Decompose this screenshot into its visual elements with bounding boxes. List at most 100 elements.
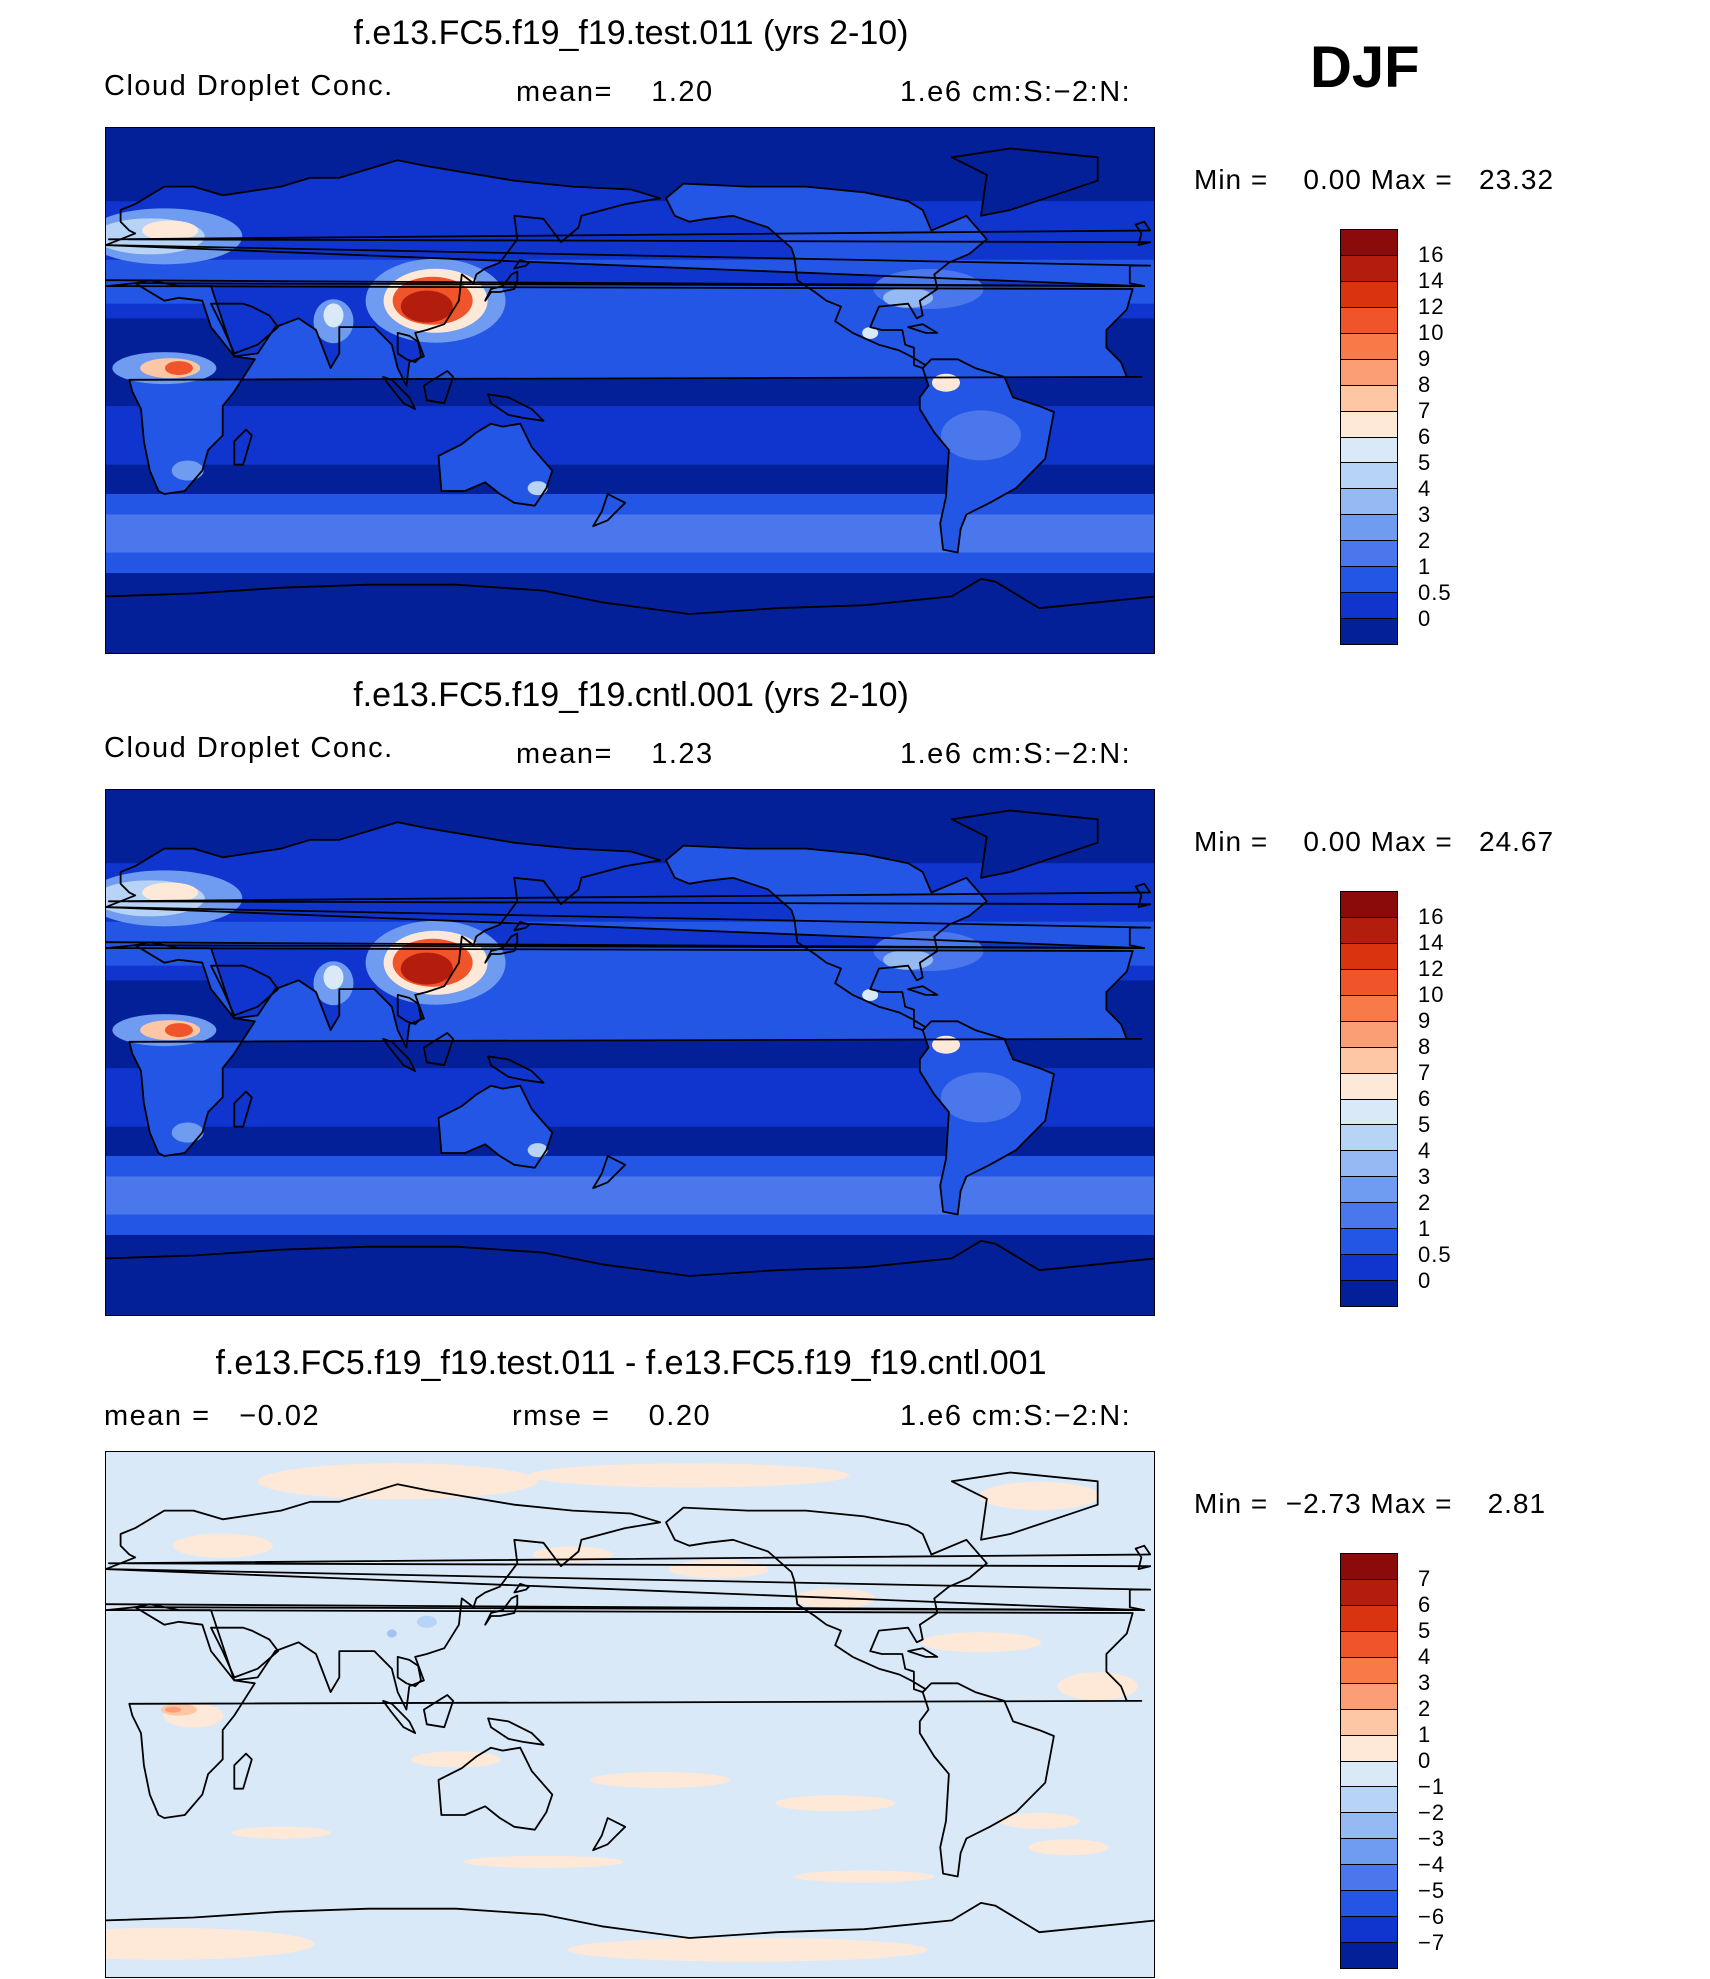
field-contour — [400, 952, 453, 985]
colorbar-swatch — [1341, 1657, 1397, 1684]
colorbar-swatch — [1341, 1229, 1397, 1256]
colorbar-tick-label: −1 — [1418, 1774, 1446, 1799]
field-contour — [527, 481, 548, 496]
colorbar-swatch — [1341, 969, 1397, 996]
panel-1-colorbar — [1340, 229, 1398, 645]
field-contour — [171, 1122, 204, 1143]
field-contour — [400, 290, 453, 323]
field-contour — [775, 1795, 896, 1812]
field-contour — [231, 1826, 331, 1839]
field-contour — [921, 1632, 1041, 1653]
coast-madagascar — [233, 1752, 253, 1790]
field-contour — [171, 460, 204, 481]
coast-africa — [106, 282, 1143, 495]
colorbar-tick-label: 10 — [1418, 982, 1445, 1007]
colorbar-tick-label: 2 — [1418, 528, 1432, 553]
panel-1-title: f.e13.FC5.f19_f19.test.011 (yrs 2-10) — [353, 14, 909, 52]
coast-uk — [108, 220, 1152, 246]
colorbar-tick-label: 7 — [1418, 1566, 1432, 1591]
colorbar-tick-label: −2 — [1418, 1800, 1446, 1825]
land-fill-australia — [438, 423, 553, 506]
land-fill-greenland — [951, 810, 1098, 878]
panel-2-variable: Cloud Droplet Conc. — [104, 732, 394, 764]
colorbar-swatch — [1341, 411, 1397, 438]
field-contour — [106, 1927, 315, 1960]
land-fill-australia — [438, 1085, 553, 1168]
coast-europeEdge — [106, 906, 1152, 950]
coast-europeEdge — [106, 244, 1152, 288]
field-contour — [527, 1143, 548, 1158]
coast-africa — [106, 944, 1143, 1157]
colorbar-swatch — [1341, 515, 1397, 542]
colorbar-swatch — [1341, 1865, 1397, 1892]
field-contour — [590, 1771, 731, 1788]
panel-3-minmax: Min = −2.73 Max = 2.81 — [1194, 1488, 1547, 1519]
colorbar-swatch — [1341, 333, 1397, 360]
colorbar-swatch — [1341, 593, 1397, 620]
coast-greenland — [950, 1471, 1099, 1541]
field-contour — [323, 303, 344, 328]
field-contour — [932, 1035, 960, 1054]
coast-japan — [484, 1594, 519, 1626]
colorbar-tick-label: 3 — [1418, 502, 1432, 527]
land-fill-eurasia — [106, 822, 1142, 1048]
coast-japan — [484, 932, 519, 964]
panel-2-units: 1.e6 cm:S:−2:N: — [900, 738, 1132, 770]
field-contour — [323, 965, 344, 990]
field-band — [106, 514, 1154, 553]
colorbar-tick-label: 14 — [1418, 268, 1445, 293]
land-fill-africa — [106, 945, 1142, 1156]
colorbar-swatch — [1341, 1683, 1397, 1710]
coast-australia — [437, 422, 554, 507]
colorbar-tick-label: 6 — [1418, 1086, 1432, 1111]
colorbar-tick-label: 0 — [1418, 606, 1432, 631]
colorbar-tick-label: 4 — [1418, 1644, 1432, 1669]
colorbar-tick-label: 12 — [1418, 294, 1445, 319]
field-contour — [794, 1870, 935, 1883]
colorbar-swatch — [1341, 1787, 1397, 1814]
coast-antarctica — [106, 1239, 1154, 1277]
colorbar-tick-label: 1 — [1418, 1216, 1432, 1241]
coast-borneo — [422, 1032, 455, 1067]
colorbar-swatch — [1341, 1891, 1397, 1918]
coast-newguinea — [487, 393, 545, 422]
colorbar-tick-label: 9 — [1418, 1008, 1432, 1033]
colorbar-swatch — [1341, 1151, 1397, 1178]
colorbar-swatch — [1341, 1554, 1397, 1580]
colorbar-tick-label: 7 — [1418, 1060, 1432, 1085]
colorbar-tick-label: 1 — [1418, 1722, 1432, 1747]
coast-eurasia — [106, 1483, 1143, 1711]
colorbar-swatch — [1341, 1761, 1397, 1788]
colorbar-tick-label: 6 — [1418, 424, 1432, 449]
colorbar-tick-label: 6 — [1418, 1592, 1432, 1617]
colorbar-tick-label: 4 — [1418, 476, 1432, 501]
panel-3-colorbar — [1340, 1553, 1398, 1969]
coast-arabia — [210, 302, 280, 355]
coast-europeEdge — [106, 1568, 1152, 1612]
coast-antarctica — [106, 1901, 1154, 1939]
coast-australia — [437, 1084, 554, 1169]
colorbar-tick-label: 4 — [1418, 1138, 1432, 1163]
land-fill-greenland — [951, 148, 1098, 216]
coast-arabia — [210, 1626, 280, 1679]
colorbar-tick-label: 9 — [1418, 346, 1432, 371]
coast-southAmerica — [918, 1682, 1055, 1878]
coast-hokkaido — [513, 258, 530, 270]
colorbar-swatch — [1341, 489, 1397, 516]
colorbar-tick-label: −4 — [1418, 1852, 1446, 1877]
colorbar-swatch — [1341, 230, 1397, 256]
colorbar-tick-label: 0 — [1418, 1268, 1432, 1293]
coast-greenland — [950, 809, 1099, 879]
colorbar-swatch — [1341, 1203, 1397, 1230]
colorbar-tick-label: 0.5 — [1418, 580, 1452, 605]
coast-cuba — [907, 323, 939, 334]
colorbar-swatch — [1341, 359, 1397, 386]
colorbar-tick-label: 5 — [1418, 1618, 1432, 1643]
map-background — [106, 1452, 1154, 1977]
coast-nz — [592, 1817, 627, 1852]
colorbar-swatch — [1341, 1605, 1397, 1632]
colorbar-tick-label: 0 — [1418, 1748, 1432, 1773]
field-contour — [142, 882, 199, 903]
colorbar-tick-label: 2 — [1418, 1190, 1432, 1215]
panel-1-variable: Cloud Droplet Conc. — [104, 70, 394, 102]
